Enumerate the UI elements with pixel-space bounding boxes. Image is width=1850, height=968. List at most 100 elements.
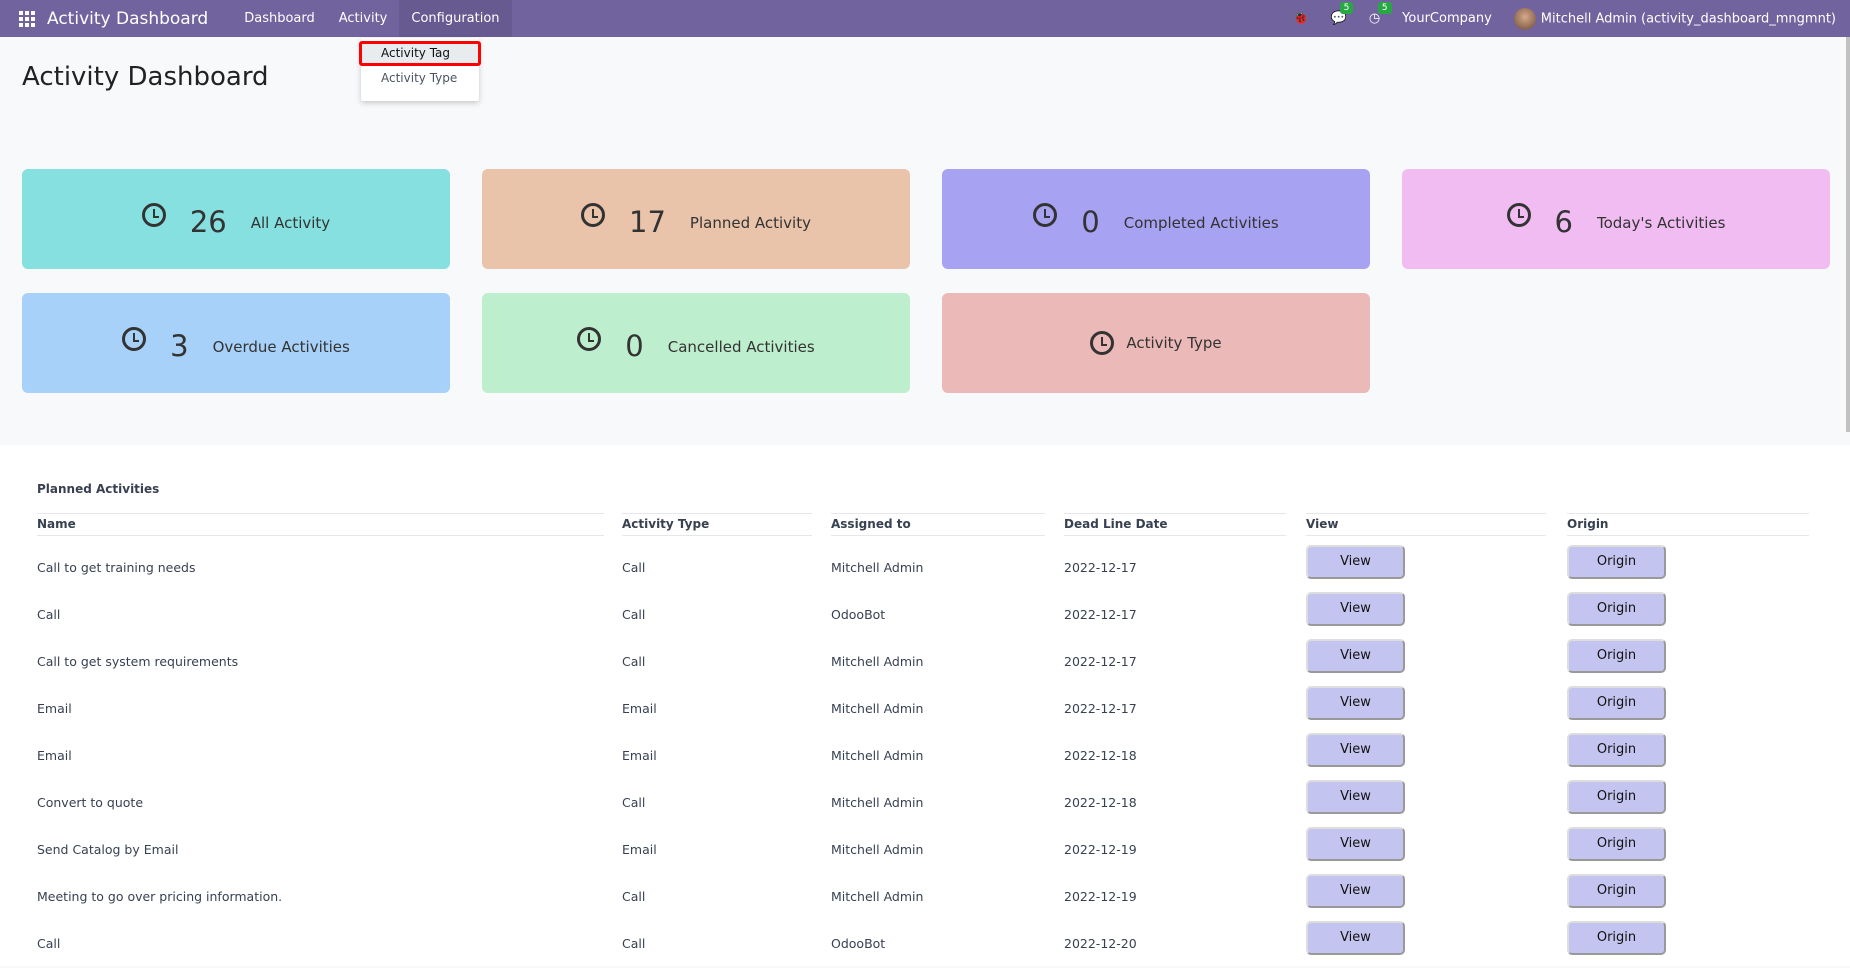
card-count: 3 [170, 329, 189, 363]
card-count: 17 [629, 205, 666, 239]
activity-name: Call to get training needs [37, 560, 196, 575]
deadline-date: 2022-12-17 [1064, 560, 1137, 575]
column-header[interactable]: Origin [1567, 513, 1809, 536]
view-button[interactable]: View [1306, 733, 1405, 767]
column-header[interactable]: Assigned to [831, 513, 1045, 536]
clock-icon [141, 203, 166, 227]
activities-count: 5 [1377, 2, 1392, 14]
scrollbar[interactable] [1846, 37, 1850, 432]
view-button[interactable]: View [1306, 545, 1405, 579]
stat-card[interactable]: 3 Overdue Activities [22, 293, 450, 393]
activity-name: Call [37, 607, 61, 622]
origin-button[interactable]: Origin [1567, 921, 1666, 955]
card-label: Completed Activities [1123, 214, 1279, 232]
configuration-dropdown: Activity Tag Activity Type [359, 38, 481, 101]
menu-item-activity-tag[interactable]: Activity Tag [359, 41, 481, 66]
card-label: Cancelled Activities [667, 338, 815, 356]
column-header[interactable]: View [1306, 513, 1546, 536]
deadline-date: 2022-12-18 [1064, 795, 1137, 810]
assigned-to: Mitchell Admin [831, 701, 924, 716]
origin-button[interactable]: Origin [1567, 545, 1666, 579]
deadline-date: 2022-12-17 [1064, 654, 1137, 669]
table-row: Email Email Mitchell Admin 2022-12-18 View Or… [0, 733, 1850, 780]
assigned-to: Mitchell Admin [831, 842, 924, 857]
stat-card[interactable]: 26 All Activity [22, 169, 450, 269]
table-row: Send Catalog by Email Email Mitchell Admin… [0, 827, 1850, 874]
view-button[interactable]: View [1306, 686, 1405, 720]
stat-card[interactable]: 6 Today's Activities [1402, 169, 1830, 269]
clock-icon: ◷ [1368, 11, 1381, 26]
view-button[interactable]: View [1306, 874, 1405, 908]
activity-name: Call to get system requirements [37, 654, 239, 669]
deadline-date: 2022-12-18 [1064, 748, 1137, 763]
menu-dashboard[interactable]: Dashboard [244, 11, 315, 26]
menu-item-activity-type[interactable]: Activity Type [381, 71, 458, 85]
origin-button[interactable]: Origin [1567, 592, 1666, 626]
card-count: 26 [189, 205, 227, 239]
activity-name: Meeting to go over pricing information. [37, 889, 283, 904]
user-menu[interactable]: Mitchell Admin (activity_dashboard_mngmn… [1513, 7, 1836, 30]
card-count: 0 [1081, 205, 1100, 239]
view-button[interactable]: View [1306, 827, 1405, 861]
apps-menu-icon[interactable] [19, 10, 35, 27]
origin-button[interactable]: Origin [1567, 827, 1666, 861]
assigned-to: Mitchell Admin [831, 795, 924, 810]
activity-type: Call [622, 889, 646, 904]
view-button[interactable]: View [1306, 921, 1405, 955]
origin-button[interactable]: Origin [1567, 874, 1666, 908]
bug-icon[interactable]: 🐞 [1292, 11, 1309, 26]
clock-icon [1090, 331, 1115, 355]
activity-type: Email [622, 748, 657, 763]
top-navbar: Activity Dashboard Dashboard Activity Co… [0, 0, 1850, 37]
company-switcher[interactable]: YourCompany [1402, 11, 1492, 26]
stat-card[interactable]: 17 Planned Activity [482, 169, 910, 269]
messages-count: 5 [1339, 2, 1354, 14]
column-header[interactable]: Dead Line Date [1064, 513, 1286, 536]
deadline-date: 2022-12-17 [1064, 701, 1137, 716]
stat-card[interactable]: Activity Type [942, 293, 1370, 393]
activity-type: Call [622, 560, 646, 575]
activity-name: Convert to quote [37, 795, 144, 810]
activity-name: Email [37, 748, 72, 763]
origin-button[interactable]: Origin [1567, 780, 1666, 814]
stat-card[interactable]: 0 Cancelled Activities [482, 293, 910, 393]
activity-type: Call [622, 607, 646, 622]
table-row: Email Email Mitchell Admin 2022-12-17 View Or… [0, 686, 1850, 733]
avatar [1513, 7, 1536, 30]
assigned-to: Mitchell Admin [831, 889, 924, 904]
card-count: 0 [625, 329, 644, 363]
page-title: Activity Dashboard [22, 62, 269, 92]
activity-name: Call [37, 936, 61, 951]
origin-button[interactable]: Origin [1567, 686, 1666, 720]
activity-type: Call [622, 654, 646, 669]
column-header[interactable]: Activity Type [622, 513, 812, 536]
origin-button[interactable]: Origin [1567, 639, 1666, 673]
table-row: Call Call OdooBot 2022-12-17 View Origin [0, 592, 1850, 639]
assigned-to: Mitchell Admin [831, 654, 924, 669]
table-row: Meeting to go over pricing information. C… [0, 874, 1850, 921]
clock-icon [1506, 203, 1531, 227]
deadline-date: 2022-12-20 [1064, 936, 1137, 951]
clock-icon [1033, 203, 1058, 227]
card-label: All Activity [250, 214, 331, 232]
view-button[interactable]: View [1306, 639, 1405, 673]
activity-type: Email [622, 701, 657, 716]
stat-card[interactable]: 0 Completed Activities [942, 169, 1370, 269]
card-count: 6 [1554, 205, 1573, 239]
menu-activity[interactable]: Activity [338, 11, 388, 26]
planned-activities-section: Planned Activities Name Activity Type Assi… [0, 445, 1850, 966]
user-name: Mitchell Admin (activity_dashboard_mngmn… [1540, 11, 1836, 26]
assigned-to: Mitchell Admin [831, 560, 924, 575]
activity-name: Send Catalog by Email [37, 842, 179, 857]
activities-button[interactable]: ◷ 5 [1368, 2, 1392, 26]
section-title: Planned Activities [37, 482, 160, 496]
app-brand[interactable]: Activity Dashboard [47, 8, 209, 29]
origin-button[interactable]: Origin [1567, 733, 1666, 767]
view-button[interactable]: View [1306, 592, 1405, 626]
menu-configuration[interactable]: Configuration [399, 0, 512, 37]
activity-name: Email [37, 701, 72, 716]
column-header[interactable]: Name [37, 513, 604, 536]
card-label: Activity Type [1126, 334, 1222, 352]
messages-button[interactable]: 💬 5 [1331, 2, 1354, 26]
view-button[interactable]: View [1306, 780, 1405, 814]
